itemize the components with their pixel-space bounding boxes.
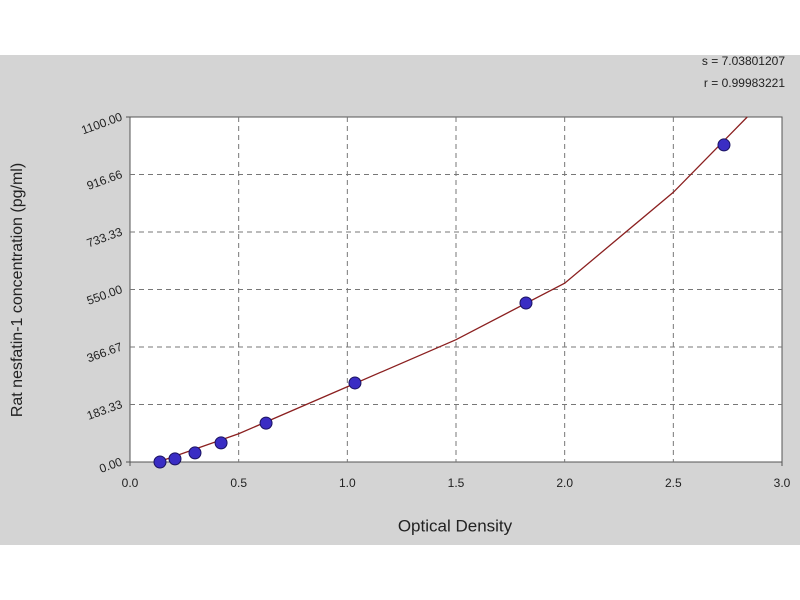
data-point [259,416,273,430]
x-tick-label: 0.0 [122,476,139,490]
data-point [168,452,182,466]
x-tick-label: 1.0 [339,476,356,490]
y-axis-label: Rat nesfatin-1 concentration (pg/ml) [9,163,26,417]
data-point [214,436,228,450]
fit-curve [158,116,748,463]
data-point [717,138,731,152]
x-axis-label: Optical Density [398,516,513,535]
data-point [153,455,167,469]
data-point [348,376,362,390]
x-tick-label: 1.5 [448,476,465,490]
annotation: s = 7.03801207 [702,54,785,68]
x-tick-label: 2.0 [556,476,573,490]
x-tick-label: 3.0 [774,476,791,490]
data-point [188,446,202,460]
x-tick-label: 0.5 [230,476,247,490]
annotation: r = 0.99983221 [704,76,785,90]
data-point [519,296,533,310]
x-tick-label: 2.5 [665,476,682,490]
